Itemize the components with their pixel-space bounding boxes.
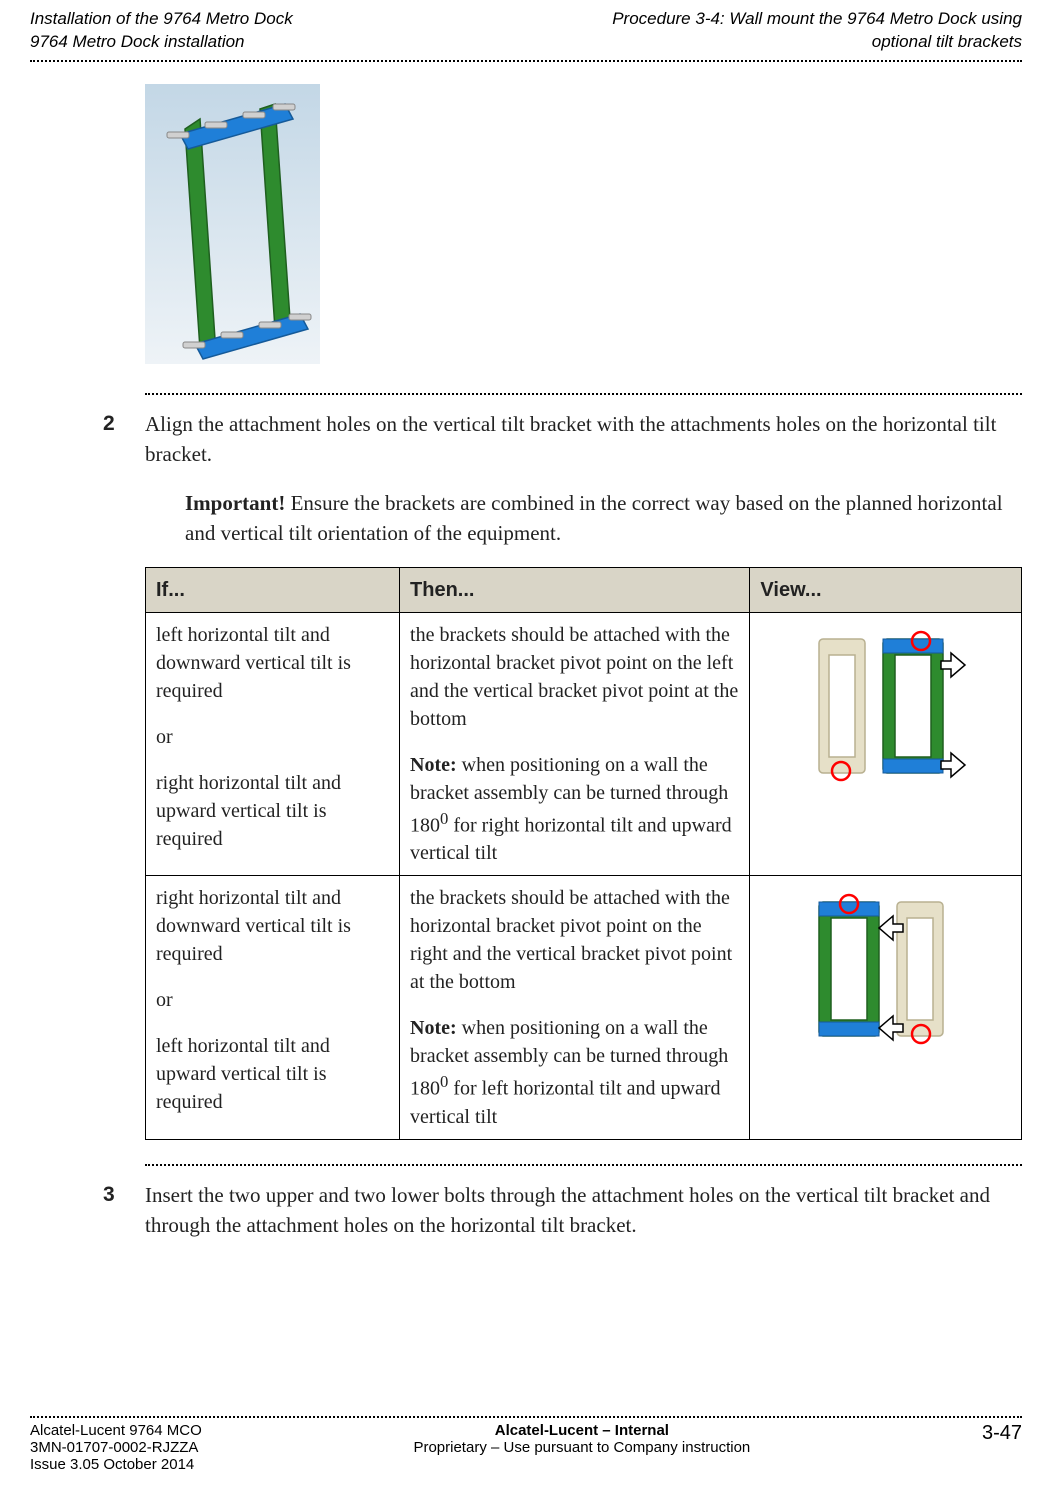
page-number: 3-47 [962,1422,1022,1445]
view-thumb-2 [801,884,971,1054]
then-p1: the brackets should be attached with the… [410,884,739,996]
table-row: left horizontal tilt and downward vertic… [146,612,1022,876]
th-then: Then... [400,567,750,612]
step-2-text: Align the attachment holes on the vertic… [145,409,1022,470]
footer-center-l1: Alcatel-Lucent – Internal [202,1422,962,1439]
header-left-line1: Installation of the 9764 Metro Dock [30,8,293,31]
then-p1: the brackets should be attached with the… [410,621,739,733]
cell-view [750,612,1022,876]
view-thumb-1 [801,621,971,791]
if-or: or [156,986,389,1014]
cell-then: the brackets should be attached with the… [400,612,750,876]
header-right-line2: optional tilt brackets [612,31,1022,54]
table-row: right horizontal tilt and downward verti… [146,876,1022,1140]
note-tail: for right horizontal tilt and upward ver… [410,814,732,864]
if-p2: right horizontal tilt and upward vertica… [156,769,389,853]
footer-center-l2: Proprietary – Use pursuant to Company in… [202,1439,962,1456]
cell-view [750,876,1022,1140]
then-note: Note: when positioning on a wall the bra… [410,751,739,868]
note-label: Note: [410,754,457,776]
step-2-important: Important! Ensure the brackets are combi… [185,488,1022,549]
header-right-line1: Procedure 3-4: Wall mount the 9764 Metro… [612,8,1022,31]
header-left-line2: 9764 Metro Dock installation [30,31,293,54]
step-divider-1 [145,393,1022,395]
page-footer: Alcatel-Lucent 9764 MCO 3MN-01707-0002-R… [30,1416,1022,1473]
page-header: Installation of the 9764 Metro Dock 9764… [30,0,1022,60]
footer-left-l2: 3MN-01707-0002-RJZZA [30,1439,202,1456]
note-tail: for left horizontal tilt and upward vert… [410,1078,720,1128]
step-3: 3 Insert the two upper and two lower bol… [145,1180,1022,1241]
footer-rule [30,1416,1022,1418]
note-label: Note: [410,1017,457,1039]
th-view: View... [750,567,1022,612]
step-3-number: 3 [103,1180,115,1210]
important-label: Important! [185,491,285,515]
footer-left-l1: Alcatel-Lucent 9764 MCO [30,1422,202,1439]
bracket-assembly-figure [145,84,1022,369]
if-p1: left horizontal tilt and downward vertic… [156,621,389,705]
step-2: 2 Align the attachment holes on the vert… [145,409,1022,1140]
footer-left-l3: Issue 3.05 October 2014 [30,1456,202,1473]
cell-then: the brackets should be attached with the… [400,876,750,1140]
th-if: If... [146,567,400,612]
cell-if: right horizontal tilt and downward verti… [146,876,400,1140]
then-note: Note: when positioning on a wall the bra… [410,1014,739,1131]
bracket-assembly-svg [145,84,320,364]
step-3-text: Insert the two upper and two lower bolts… [145,1180,1022,1241]
important-text: Ensure the brackets are combined in the … [185,491,1003,545]
tilt-orientation-table: If... Then... View... left horizontal ti… [145,567,1022,1140]
cell-if: left horizontal tilt and downward vertic… [146,612,400,876]
header-rule [30,60,1022,62]
step-divider-2 [145,1164,1022,1166]
step-2-number: 2 [103,409,115,439]
if-p2: left horizontal tilt and upward vertical… [156,1032,389,1116]
if-or: or [156,723,389,751]
if-p1: right horizontal tilt and downward verti… [156,884,389,968]
